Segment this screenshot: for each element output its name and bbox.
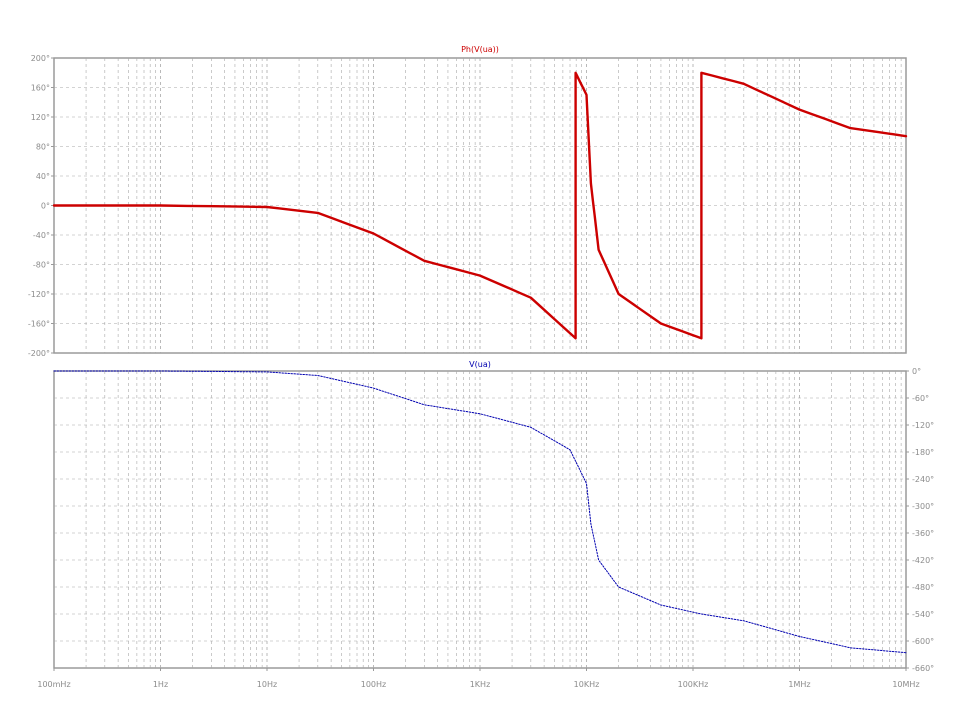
phase-pane-title: Ph(V(ua)) [461,45,499,54]
x-tick-label: 100mHz [37,680,70,689]
y-tick-label: -240° [912,475,934,484]
y-tick-label: 120° [31,113,50,122]
x-tick-label: 100Hz [361,680,386,689]
x-tick-label: 10MHz [892,680,919,689]
y-tick-label: -160° [28,320,50,329]
y-tick-label: -360° [912,529,934,538]
y-tick-label: -80° [33,261,50,270]
phase-pane: Ph(V(ua)) 200° 160° 120° 80° 40° 0° -40° -80° -1… [28,45,908,358]
y-tick-label: 80° [36,143,50,152]
magnitude-series-line [53,370,907,654]
y-tick-label: -200° [28,349,50,358]
x-tick-label: 10Hz [257,680,277,689]
y-tick-label: -540° [912,610,934,619]
y-tick-label: -660° [912,664,934,673]
y-tick-label: -480° [912,583,934,592]
y-tick-label: 200° [31,54,50,63]
x-tick-label: 1MHz [788,680,810,689]
magnitude-pane: V(ua) 0° -60° -120° -180° -240° -300° -360° -42… [37,360,934,689]
phase-series-line [52,71,908,340]
y-tick-label: -300° [912,502,934,511]
magnitude-pane-title: V(ua) [469,360,491,369]
y-tick-label: -120° [28,290,50,299]
x-tick-label: 100KHz [678,680,709,689]
y-tick-label: -40° [33,231,50,240]
y-tick-label: -180° [912,448,934,457]
y-tick-label: -60° [912,394,929,403]
y-tick-label: -420° [912,556,934,565]
y-tick-label: 0° [41,202,50,211]
y-tick-label: 0° [912,367,921,376]
y-tick-label: -600° [912,637,934,646]
x-tick-label: 1KHz [470,680,491,689]
x-tick-label: 1Hz [153,680,168,689]
y-tick-label: 160° [31,84,50,93]
y-tick-label: 40° [36,172,50,181]
y-tick-label: -120° [912,421,934,430]
x-tick-label: 10KHz [574,680,600,689]
